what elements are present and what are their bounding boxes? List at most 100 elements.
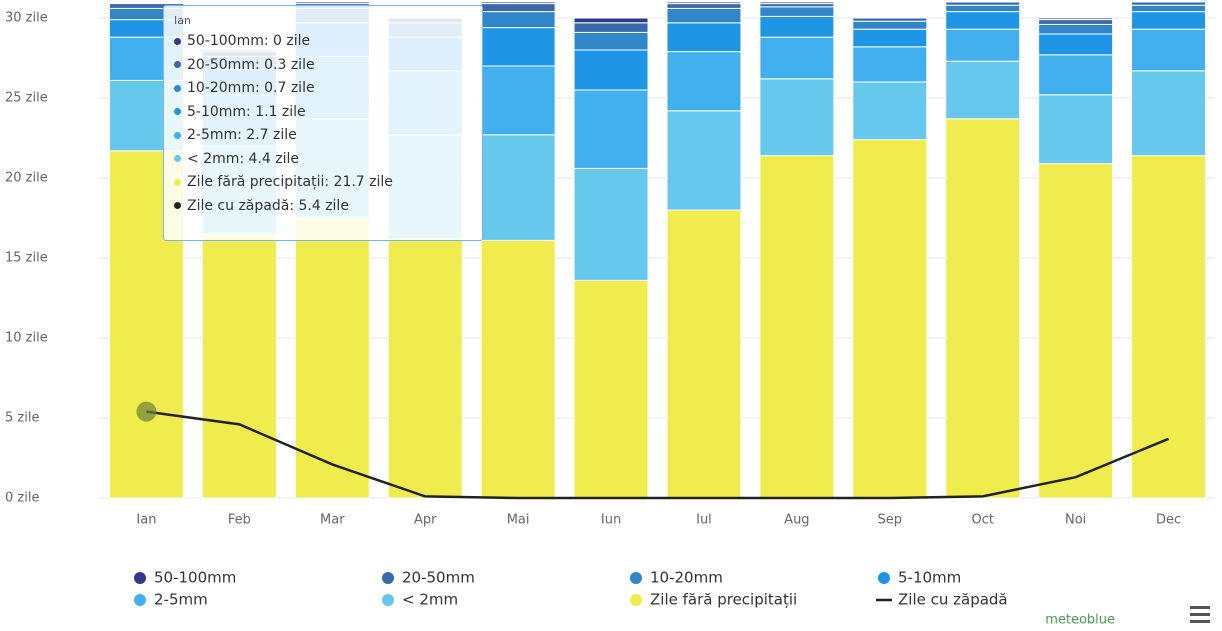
legend-label: 50-100mm bbox=[154, 569, 236, 587]
bar-segment bbox=[1038, 94, 1114, 165]
x-tick-label: Iun bbox=[601, 513, 621, 528]
credit[interactable]: meteoblue bbox=[1045, 613, 1115, 628]
tooltip-text: Zile cu zăpadă: 5.4 zile bbox=[187, 197, 349, 214]
bar-segment bbox=[480, 134, 556, 241]
bar-segment bbox=[480, 1, 556, 5]
bar-segment bbox=[1038, 163, 1114, 499]
bar-segment bbox=[1038, 33, 1114, 56]
bar-segment bbox=[945, 1, 1021, 6]
bar-segment bbox=[573, 49, 649, 91]
bar-segment bbox=[666, 51, 742, 112]
legend-label: 10-20mm bbox=[650, 569, 723, 587]
legend-label: Zile fără precipitații bbox=[650, 591, 797, 609]
bar-segment bbox=[1131, 11, 1207, 30]
bar-segment bbox=[945, 118, 1021, 499]
tooltip-dot bbox=[174, 84, 181, 92]
legend-label: 20-50mm bbox=[402, 569, 475, 587]
bar-segment bbox=[573, 31, 649, 51]
bar-segment bbox=[666, 22, 742, 53]
bar-segment bbox=[852, 81, 928, 141]
tooltip-dot bbox=[174, 178, 181, 186]
legend-label: Zile cu zăpadă bbox=[898, 591, 1008, 609]
x-tick-label: Apr bbox=[414, 513, 437, 528]
y-tick-label: 0 zile bbox=[5, 491, 39, 506]
bar-segment bbox=[573, 279, 649, 499]
x-tick-label: Ian bbox=[136, 513, 156, 528]
y-tick-label: 30 zile bbox=[5, 11, 48, 26]
tooltip-text: 2-5mm: 2.7 zile bbox=[187, 127, 297, 143]
tooltip-text: < 2mm: 4.4 zile bbox=[187, 150, 299, 167]
bar-segment bbox=[480, 11, 556, 29]
bar-segment bbox=[759, 78, 835, 157]
x-tick-label: Mar bbox=[320, 513, 345, 528]
legend-symbol bbox=[630, 594, 642, 606]
tooltip-dot bbox=[174, 61, 181, 68]
bar-segment bbox=[294, 1, 370, 5]
bar-segment bbox=[852, 139, 928, 499]
x-tick-label: Iul bbox=[696, 513, 712, 528]
bar-segment bbox=[666, 1, 742, 5]
tooltip-dot bbox=[174, 37, 181, 45]
bar-segment bbox=[1131, 28, 1207, 72]
x-tick-label: Oct bbox=[971, 513, 993, 528]
legend-symbol bbox=[382, 594, 394, 606]
legend-symbol bbox=[878, 572, 890, 584]
legend-label: 5-10mm bbox=[898, 569, 961, 587]
bar-segment bbox=[666, 209, 742, 499]
bar-segment bbox=[666, 110, 742, 211]
legend-symbol bbox=[134, 572, 146, 584]
bar-segment bbox=[852, 28, 928, 48]
tooltip-text: 10-20mm: 0.7 zile bbox=[187, 80, 315, 96]
bar-segment bbox=[573, 167, 649, 281]
tooltip-row: 50-100mm: 0 zile bbox=[174, 30, 472, 54]
bar-segment bbox=[1038, 19, 1114, 25]
bar-segment bbox=[1131, 4, 1207, 13]
y-tick-label: 10 zile bbox=[5, 331, 48, 346]
x-tick-label: Sep bbox=[878, 513, 903, 528]
bar-segment bbox=[759, 1, 835, 5]
bar-segment bbox=[945, 4, 1021, 13]
y-tick-label: 20 zile bbox=[5, 171, 48, 186]
legend-symbol bbox=[134, 594, 146, 606]
legend-label: < 2mm bbox=[402, 591, 458, 609]
bar-segment bbox=[1131, 70, 1207, 157]
tooltip-row: 10-20mm: 0.7 zile bbox=[174, 77, 472, 101]
tooltip-dot bbox=[174, 108, 181, 115]
tooltip-text: 50-100mm: 0 zile bbox=[187, 33, 311, 49]
bar-segment bbox=[480, 65, 556, 136]
tooltip-row: Zile cu zăpadă: 5.4 zile bbox=[174, 195, 472, 219]
bar-segment bbox=[945, 60, 1021, 120]
tooltip-text: Zile fără precipitații: 21.7 zile bbox=[187, 174, 393, 190]
bar-segment bbox=[480, 27, 556, 67]
legend-symbol bbox=[382, 572, 394, 584]
bar-segment bbox=[666, 3, 742, 9]
bar-segment bbox=[1038, 23, 1114, 35]
tooltip-row: < 2mm: 4.4 zile bbox=[174, 148, 472, 172]
bar-segment bbox=[852, 46, 928, 83]
x-tick-label: Feb bbox=[228, 513, 251, 528]
tooltip-row: 2-5mm: 2.7 zile bbox=[174, 124, 472, 148]
bar-segment bbox=[759, 36, 835, 80]
legend-label: 2-5mm bbox=[154, 591, 208, 609]
y-tick-label: 5 zile bbox=[5, 411, 39, 426]
tooltip-dot bbox=[174, 131, 181, 139]
bar-segment bbox=[573, 17, 649, 24]
tooltip-text: 20-50mm: 0.3 zile bbox=[187, 56, 315, 73]
bar-segment bbox=[573, 22, 649, 33]
bar-segment bbox=[945, 11, 1021, 30]
bar-segment bbox=[1131, 155, 1207, 499]
x-tick-label: Noi bbox=[1065, 513, 1086, 528]
bar-segment bbox=[480, 3, 556, 13]
menu-button[interactable] bbox=[1190, 606, 1210, 623]
tooltip-row: 20-50mm: 0.3 zile bbox=[174, 54, 472, 78]
x-tick-label: Mai bbox=[507, 513, 530, 528]
tooltip-dot bbox=[174, 155, 181, 162]
tooltip-dot bbox=[174, 202, 181, 209]
bar-segment bbox=[666, 7, 742, 24]
bar-segment bbox=[201, 233, 277, 499]
hover-marker bbox=[136, 401, 157, 422]
bar-segment bbox=[480, 239, 556, 499]
bar-segment bbox=[759, 155, 835, 499]
